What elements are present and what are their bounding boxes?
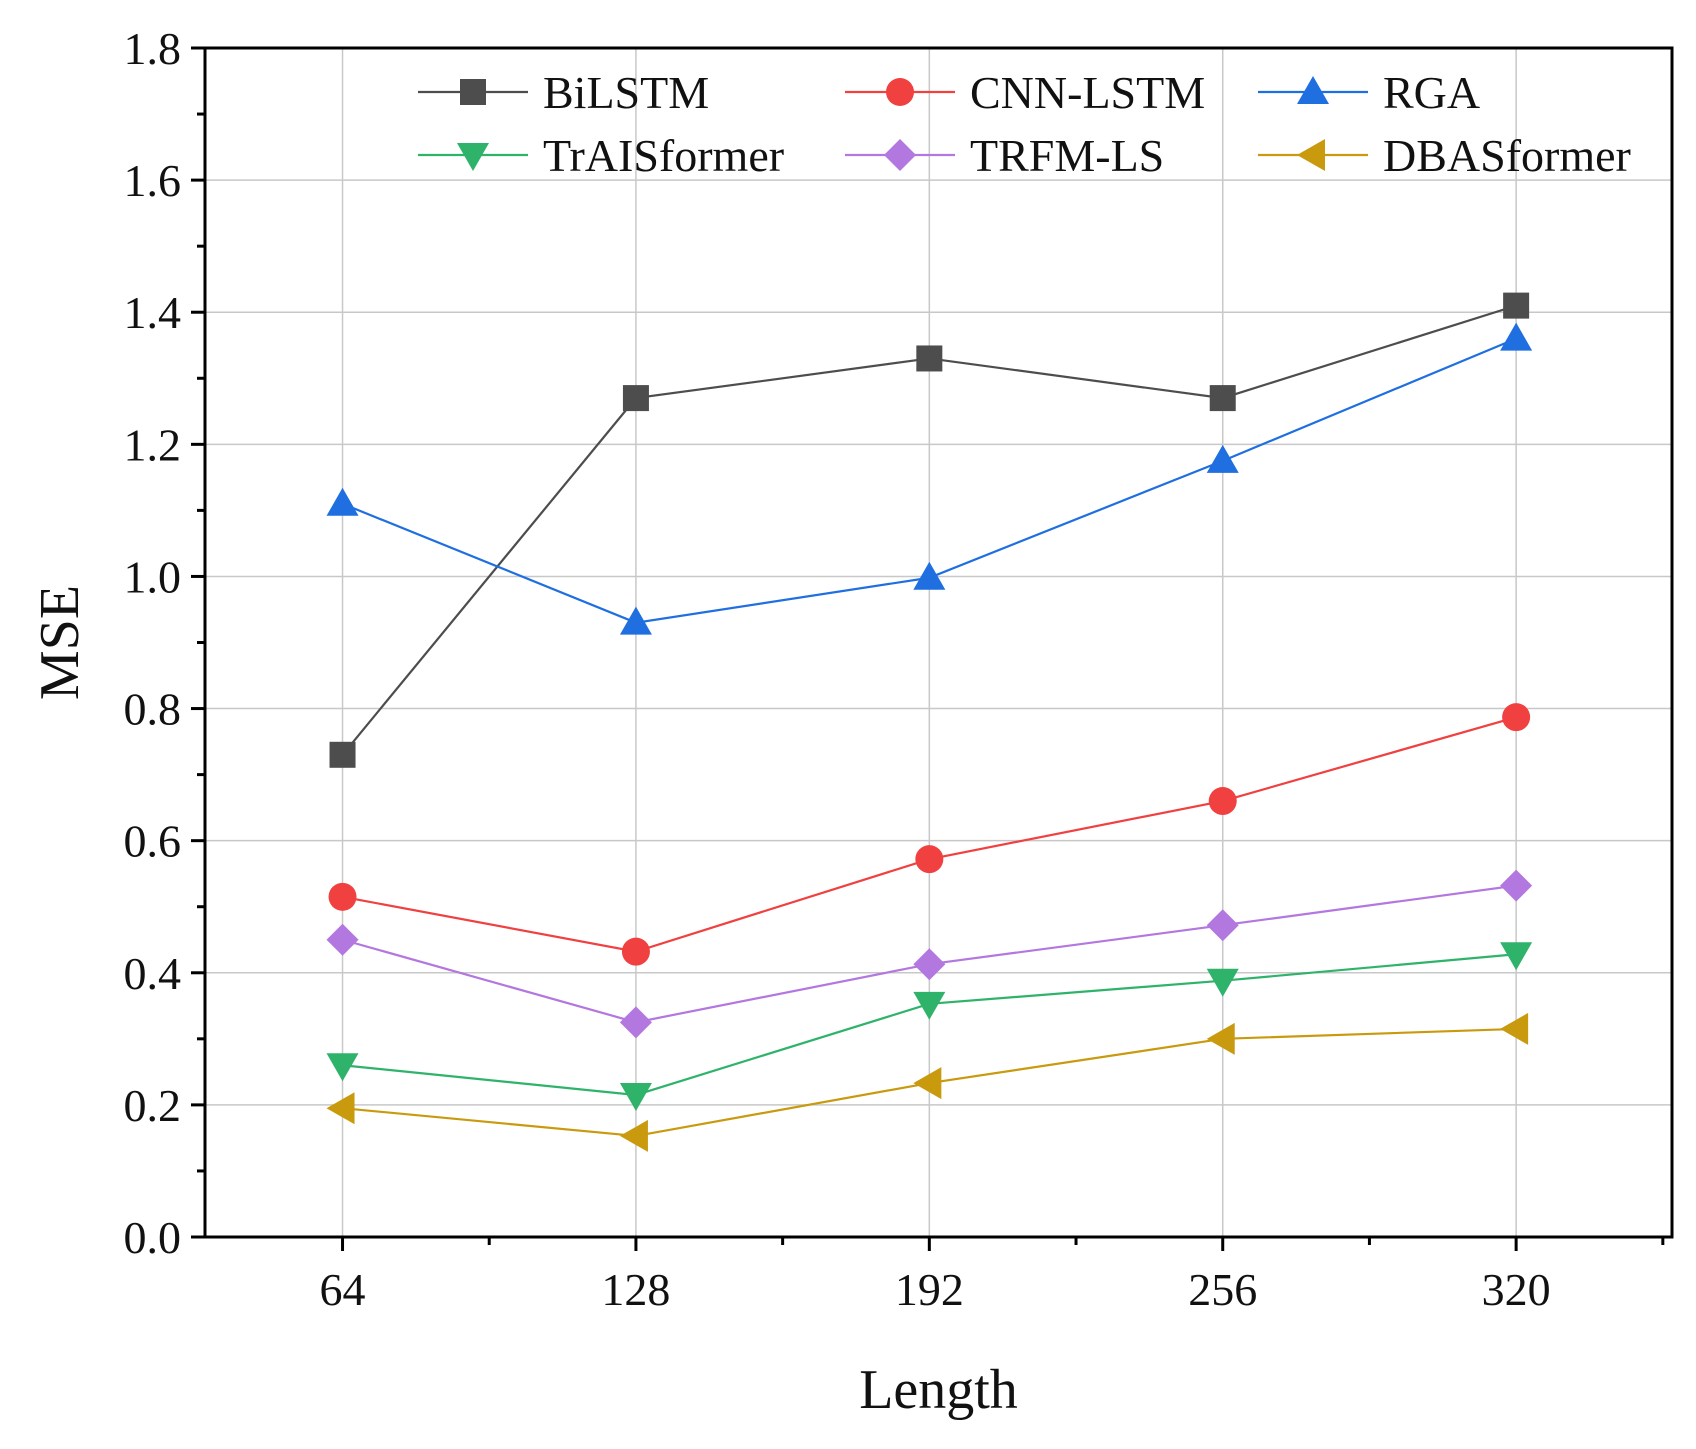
data-point: [1206, 444, 1239, 473]
x-tick-label: 320: [1482, 1264, 1551, 1315]
data-point: [1500, 322, 1533, 351]
legend-item: TRFM-LS: [845, 130, 1164, 181]
data-point: [622, 385, 649, 412]
legend-item: DBASformer: [1258, 130, 1631, 181]
x-tick-label: 128: [601, 1264, 670, 1315]
legend-item: CNN-LSTM: [845, 67, 1205, 118]
y-tick-label: 1.6: [124, 155, 182, 206]
legend-item: TrAISformer: [418, 130, 784, 181]
data-point: [1206, 909, 1239, 942]
data-point: [1503, 292, 1530, 319]
legend-marker: [1297, 76, 1329, 104]
series-traisformer: [326, 942, 1533, 1111]
y-tick-label: 1.0: [124, 551, 182, 602]
data-point: [326, 923, 359, 956]
legend-label: DBASformer: [1383, 130, 1631, 181]
series-bilstm: [329, 292, 1530, 768]
data-point: [619, 1006, 652, 1039]
grid: [205, 47, 1672, 1237]
data-point: [916, 345, 943, 372]
data-point: [913, 948, 946, 981]
data-point: [915, 845, 944, 874]
x-tick-label: 256: [1188, 1264, 1257, 1315]
legend-label: CNN-LSTM: [970, 67, 1205, 118]
legend-item: BiLSTM: [418, 67, 709, 118]
x-tick-label: 64: [320, 1264, 366, 1315]
data-point: [1209, 385, 1236, 412]
series-trfm-ls: [326, 869, 1533, 1039]
legend-label: BiLSTM: [543, 67, 709, 118]
data-point: [1502, 703, 1531, 732]
y-tick-label: 0.6: [124, 816, 182, 867]
y-tick-label: 0.2: [124, 1080, 182, 1131]
legend-marker: [1297, 139, 1325, 171]
data-point: [329, 741, 356, 768]
legend-label: TRFM-LS: [970, 130, 1164, 181]
data-point: [1208, 787, 1237, 816]
legend-marker: [460, 79, 486, 105]
axes: 0.0 0.2 0.4 0.6 0.8 1.0 1.2 1.4 1.6 1.8 64 128 192 25…: [29, 23, 1674, 1421]
y-tick-label: 0.8: [124, 684, 182, 735]
x-tick-label: 192: [895, 1264, 964, 1315]
data-point: [1500, 1012, 1529, 1045]
data-point: [913, 561, 946, 590]
y-tick-label: 1.4: [124, 287, 182, 338]
data-point: [1500, 942, 1533, 971]
data-point: [1206, 1022, 1235, 1055]
data-point: [328, 882, 357, 911]
y-tick-label: 1.8: [124, 23, 182, 74]
legend-label: TrAISformer: [543, 130, 784, 181]
series-cnn-lstm: [328, 703, 1531, 966]
y-tick-label: 0.4: [124, 948, 182, 999]
y-tick-label: 0.0: [124, 1212, 182, 1263]
plot-frame: [203, 46, 1674, 1239]
legend-marker: [884, 139, 916, 171]
data-point: [326, 1053, 359, 1082]
data-point: [326, 487, 359, 516]
data-point: [621, 937, 650, 966]
data-point: [1500, 869, 1533, 902]
y-axis-title: MSE: [29, 585, 91, 700]
data-point: [326, 1092, 355, 1125]
legend-marker: [886, 78, 914, 106]
legend-marker: [457, 143, 489, 171]
data-point: [913, 991, 946, 1020]
series-group: [326, 292, 1533, 1152]
data-point: [1206, 968, 1239, 997]
data-point: [913, 1067, 942, 1100]
data-point: [619, 1119, 648, 1152]
data-point: [619, 1082, 652, 1111]
data-point: [619, 606, 652, 635]
series-dbasformer: [326, 1012, 1529, 1152]
x-axis-title: Length: [859, 1359, 1018, 1421]
legend: BiLSTM CNN-LSTM RGA TrAISformer TRFM-LS DBASf…: [418, 67, 1631, 181]
y-tick-label: 1.2: [124, 419, 182, 470]
legend-label: RGA: [1383, 67, 1480, 118]
series-rga: [326, 322, 1533, 635]
legend-item: RGA: [1258, 67, 1480, 118]
